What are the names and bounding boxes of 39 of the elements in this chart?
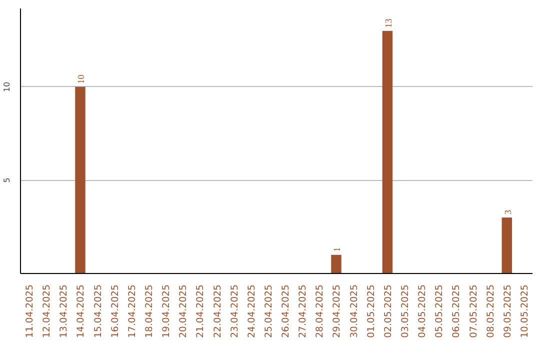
x-tick-label: 17.04.2025 [126,284,138,338]
x-tick-label: 11.04.2025 [24,284,36,338]
x-tick-label: 25.04.2025 [263,284,274,338]
x-tick-label: 27.04.2025 [298,284,309,338]
x-tick-label: 14.04.2025 [76,284,87,338]
x-tick-label: 20.04.2025 [178,284,190,338]
x-tick-label: 06.05.2025 [451,284,462,338]
x-tick-label: 05.05.2025 [434,284,446,338]
x-tick-label: 23.04.2025 [229,284,240,338]
x-tick-label: 03.05.2025 [400,284,411,338]
x-tick-label: 18.04.2025 [144,284,155,338]
bar [382,30,393,274]
x-tick-label: 16.04.2025 [110,284,121,338]
data-label: 13 [384,18,394,28]
x-tick-label: 10.05.2025 [519,284,530,338]
x-tick-label: 26.04.2025 [280,284,292,338]
data-label: 10 [77,74,88,84]
x-tick-label: 01.05.2025 [366,284,377,338]
data-label: 1 [333,246,344,252]
x-tick-label: 04.05.2025 [417,284,428,338]
y-tick-label: 5 [2,178,12,183]
x-tick-label: 08.05.2025 [485,284,496,338]
bar [331,254,342,274]
x-tick-label: 21.04.2025 [195,284,206,338]
x-tick-label: 24.04.2025 [246,284,258,338]
x-tick-label: 02.05.2025 [382,284,394,338]
bar [75,86,86,274]
x-tick-label: 29.04.2025 [332,284,343,338]
bar [502,218,512,274]
x-tick-label: 15.04.2025 [92,284,104,338]
x-tick-label: 09.05.2025 [502,284,514,338]
x-tick-label: 12.04.2025 [42,284,53,338]
x-tick-label: 22.04.2025 [212,284,224,338]
x-tick-label: 19.04.2025 [161,284,172,338]
x-tick-label: 28.04.2025 [314,284,326,338]
data-label: 3 [504,210,514,215]
x-tick-label: 30.04.2025 [348,284,360,338]
x-tick-label: 07.05.2025 [468,284,480,338]
x-tick-label: 13.04.2025 [58,284,70,338]
